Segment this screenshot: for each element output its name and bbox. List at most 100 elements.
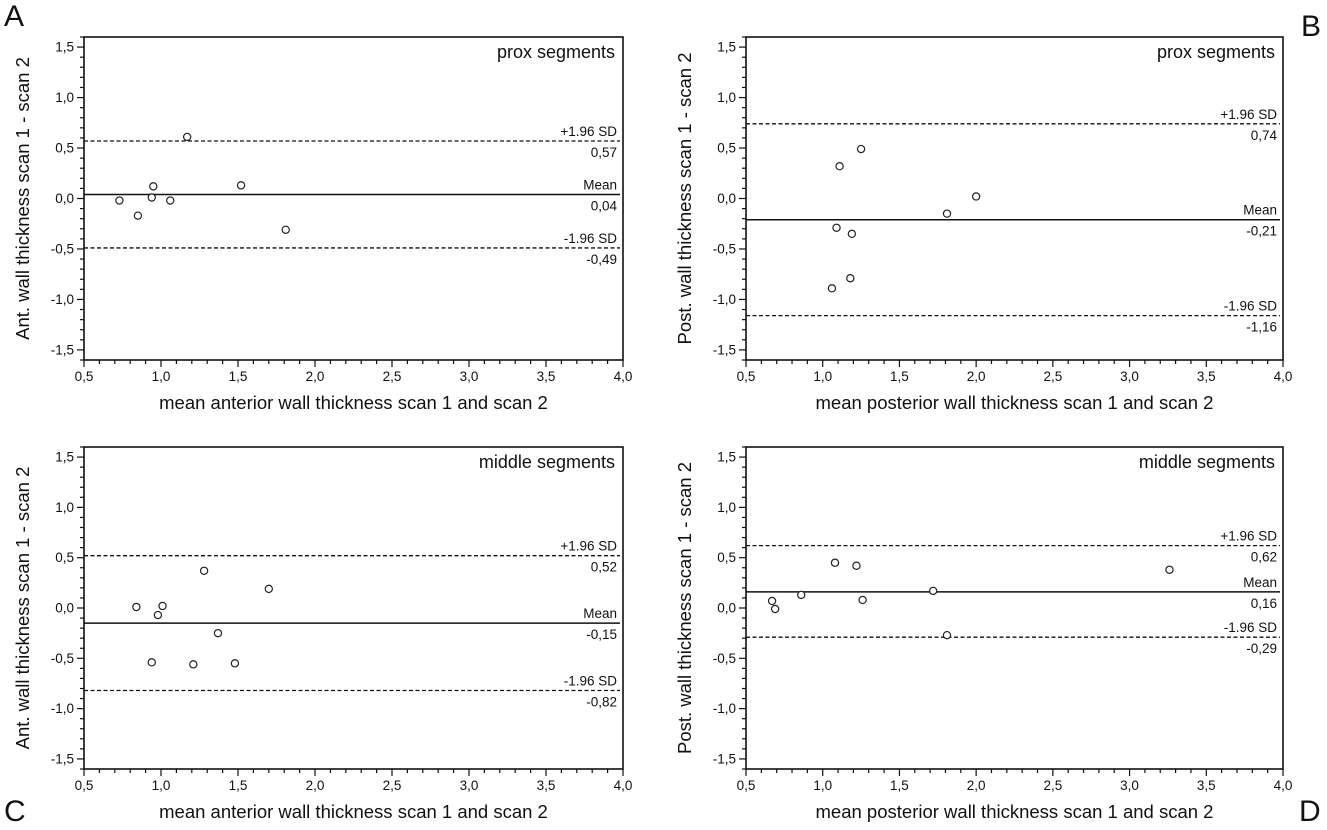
reference-line-value: 0,62 (1251, 550, 1277, 565)
x-tick-label: 4,0 (614, 369, 633, 384)
reference-line-label: +1.96 SD (1220, 107, 1277, 122)
y-axis-label: Post. wall thickness scan 1 - scan 2 (674, 52, 695, 344)
y-tick-label: -1,0 (51, 292, 74, 307)
reference-line-value: 0,04 (591, 198, 618, 213)
y-tick-label: -1,0 (713, 292, 736, 307)
y-tick-label: 0,0 (55, 191, 74, 206)
data-point (230, 659, 240, 668)
chart-panel-b: 0,5 1,0 1,5 2,0 2,5 3,0 3,5 4,0 1,5 1,0 0,5 0,0 -0,5… (674, 36, 1293, 413)
y-tick-label: 0,0 (717, 601, 736, 616)
x-tick-label: 2,5 (383, 369, 402, 384)
x-tick-label: 0,5 (75, 778, 94, 793)
x-tick-label: 1,0 (813, 369, 832, 384)
reference-line-label: -1.96 SD (1224, 620, 1278, 635)
reference-line-value: -0,82 (586, 695, 617, 710)
x-tick-label: 4,0 (614, 778, 633, 793)
data-point (281, 225, 290, 234)
y-tick-label: 1,5 (55, 40, 74, 55)
panel-letter-a: A (4, 0, 25, 33)
chart-panel-a: 0,5 1,0 1,5 2,0 2,5 3,0 3,5 4,0 1,5 1,0 0,5 0,0 -0,5… (12, 36, 633, 413)
x-tick-label: 3,0 (460, 778, 479, 793)
y-tick-label: 1,0 (717, 500, 736, 515)
y-tick-label: -0,5 (713, 651, 736, 666)
reference-line-label: Mean (1243, 203, 1277, 218)
x-tick-label: 3,0 (1120, 778, 1139, 793)
reference-line-value: -0,29 (1246, 641, 1277, 656)
x-tick-label: 3,5 (1197, 369, 1216, 384)
plot-frame (83, 36, 624, 361)
y-axis-label: Ant. wall thickness scan 1 - scan 2 (12, 57, 33, 340)
y-tick-label: -0,5 (51, 241, 74, 256)
x-tick-label: 3,5 (537, 369, 556, 384)
reference-line-value: 0,52 (591, 560, 617, 575)
x-axis-label: mean posterior wall thickness scan 1 and… (816, 392, 1214, 413)
x-tick-label: 0,5 (75, 369, 94, 384)
y-tick-label: -0,5 (713, 241, 736, 256)
y-tick-label: -1,5 (51, 751, 74, 766)
chart-panel-c: 0,5 1,0 1,5 2,0 2,5 3,0 3,5 4,0 1,5 1,0 0,5 0,0 -0,5… (12, 446, 633, 822)
x-tick-label: 2,0 (306, 778, 325, 793)
data-point (767, 596, 777, 606)
x-tick-label: 4,0 (1274, 778, 1293, 793)
x-tick-label: 0,5 (737, 369, 756, 384)
chart-title: middle segments (479, 452, 615, 472)
data-point (770, 604, 780, 614)
x-tick-label: 1,5 (229, 778, 248, 793)
data-point (858, 595, 867, 605)
reference-line-label: +1.96 SD (560, 539, 617, 554)
y-tick-label: -1,5 (713, 751, 736, 766)
plot-frame (745, 446, 1284, 770)
x-tick-label: 1,0 (813, 778, 832, 793)
data-point (830, 558, 840, 567)
panel-letter-b: B (1301, 10, 1322, 43)
data-point (942, 209, 952, 218)
data-point (182, 132, 192, 142)
x-axis-label: mean posterior wall thickness scan 1 and… (816, 801, 1214, 822)
reference-line-label: Mean (1243, 575, 1277, 590)
data-point (115, 196, 124, 205)
y-axis-label: Ant. wall thickness scan 1 - scan 2 (12, 467, 33, 750)
reference-line-label: Mean (583, 606, 617, 621)
x-tick-label: 4,0 (1274, 369, 1293, 384)
x-tick-label: 2,5 (1043, 369, 1062, 384)
reference-line-label: -1.96 SD (564, 674, 618, 689)
data-point (199, 566, 209, 575)
y-tick-label: -1,0 (51, 701, 74, 716)
panel-letter-d: D (1299, 795, 1321, 828)
y-axis-label: Post. wall thickness scan 1 - scan 2 (674, 462, 695, 754)
data-point (832, 223, 841, 232)
data-point (852, 561, 861, 570)
y-tick-label: 1,5 (55, 450, 74, 465)
reference-line-value: -0,21 (1246, 224, 1277, 239)
reference-line-label: -1.96 SD (1224, 299, 1278, 314)
y-tick-label: 0,5 (55, 141, 74, 156)
chart-title: middle segments (1139, 452, 1275, 472)
reference-line-label: Mean (583, 177, 617, 192)
y-tick-label: 1,5 (717, 450, 736, 465)
x-tick-label: 3,0 (460, 369, 479, 384)
x-tick-label: 2,0 (306, 369, 325, 384)
y-tick-label: 1,0 (717, 90, 736, 105)
x-tick-label: 2,5 (383, 778, 402, 793)
x-tick-label: 0,5 (737, 778, 756, 793)
data-point (133, 211, 143, 220)
data-point (147, 193, 156, 202)
y-tick-label: 1,0 (55, 500, 74, 515)
data-point (153, 610, 163, 620)
y-tick-label: -1,5 (713, 342, 736, 357)
chart-panel-d: 0,5 1,0 1,5 2,0 2,5 3,0 3,5 4,0 1,5 1,0 0,5 0,0 -0,5… (674, 446, 1293, 822)
data-point (213, 628, 223, 638)
y-tick-label: 0,5 (55, 550, 74, 565)
y-tick-label: 0,5 (717, 550, 736, 565)
reference-line-value: -0,15 (586, 627, 617, 642)
x-tick-label: 2,0 (967, 778, 986, 793)
data-point (942, 630, 952, 640)
reference-line-value: 0,74 (1251, 128, 1278, 143)
data-point (846, 274, 855, 283)
data-point (166, 196, 175, 205)
x-axis-label: mean anterior wall thickness scan 1 and … (159, 392, 548, 413)
plot-frame (745, 36, 1284, 361)
y-tick-label: 0,5 (717, 141, 736, 156)
x-tick-label: 1,5 (890, 778, 909, 793)
